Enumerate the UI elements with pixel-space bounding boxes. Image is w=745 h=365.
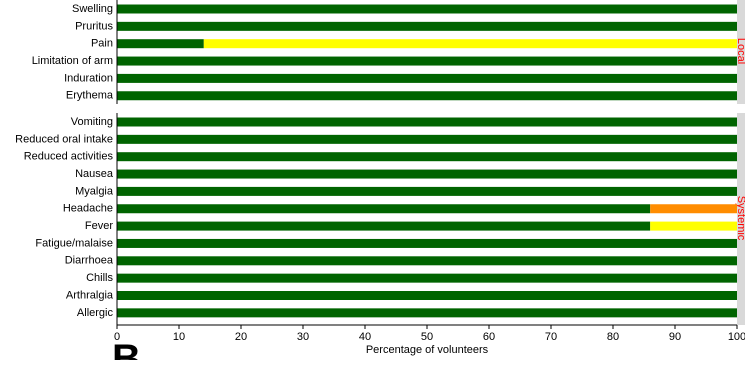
panel-strip-systemic — [737, 113, 745, 325]
category-label-diarrhoea: Diarrhoea — [65, 255, 114, 267]
category-label-headache: Headache — [63, 203, 113, 215]
bar-arthralgia-seg-0 — [117, 291, 737, 300]
x-tick-label-0: 0 — [114, 331, 120, 343]
category-label-allergic: Allergic — [77, 307, 114, 319]
bar-headache-seg-2 — [650, 204, 737, 214]
bar-vomiting-seg-0 — [117, 117, 737, 127]
bar-fatigue-malaise-seg-0 — [117, 238, 737, 248]
bar-limitation-of-arm-seg-0 — [117, 56, 737, 66]
x-tick-label-70: 70 — [545, 331, 557, 343]
category-label-nausea: Nausea — [75, 168, 114, 180]
panel-label-systemic: Systemic — [735, 196, 745, 241]
category-label-arthralgia: Arthralgia — [66, 289, 114, 301]
bar-pruritus-seg-0 — [117, 21, 737, 31]
x-tick-label-40: 40 — [359, 331, 371, 343]
x-tick-label-30: 30 — [297, 331, 309, 343]
bar-headache-seg-0 — [117, 204, 651, 214]
figure-letter: B — [112, 337, 141, 360]
bar-allergic-seg-0 — [117, 308, 737, 318]
category-label-chills: Chills — [86, 272, 113, 284]
x-tick-label-60: 60 — [483, 331, 495, 343]
panel-strip-local — [737, 0, 745, 104]
x-tick-label-100: 100 — [728, 331, 745, 343]
bar-reduced-oral-intake-seg-0 — [117, 134, 737, 144]
category-label-pruritus: Pruritus — [75, 20, 113, 32]
category-label-fatigue-malaise: Fatigue/malaise — [35, 237, 113, 249]
category-label-reduced-activities: Reduced activities — [24, 151, 114, 163]
x-axis: 0 10 20 30 40 50 60 70 80 90 100 Percentage of volu… — [114, 324, 745, 356]
x-tick-label-80: 80 — [607, 331, 619, 343]
category-label-reduced-oral-intake: Reduced oral intake — [15, 133, 113, 145]
category-label-swelling: Swelling — [72, 3, 113, 15]
x-tick-label-50: 50 — [421, 331, 433, 343]
bar-diarrhoea-seg-0 — [117, 256, 737, 266]
panel-local: Local Swelling Pruritus Pain Limitation of a… — [32, 0, 745, 104]
bar-pain-seg-0 — [117, 39, 204, 49]
bar-swelling-seg-0 — [117, 4, 737, 14]
bar-induration-seg-0 — [117, 73, 737, 83]
category-label-limitation-of-arm: Limitation of arm — [32, 55, 113, 67]
bar-fever-seg-1 — [650, 221, 737, 231]
category-label-pain: Pain — [91, 38, 113, 50]
bar-reduced-activities-seg-0 — [117, 152, 737, 162]
bar-fever-seg-0 — [117, 221, 651, 231]
category-label-myalgia: Myalgia — [75, 185, 114, 197]
x-tick-label-10: 10 — [173, 331, 185, 343]
category-label-vomiting: Vomiting — [71, 116, 113, 128]
panel-systemic: Systemic Vomiting Reduced oral intake Reduc… — [15, 113, 745, 325]
category-label-erythema: Erythema — [66, 90, 114, 102]
bar-myalgia-seg-0 — [117, 186, 737, 196]
bar-nausea-seg-0 — [117, 169, 737, 179]
category-label-induration: Induration — [64, 72, 113, 84]
category-label-fever: Fever — [85, 220, 113, 232]
x-tick-label-90: 90 — [669, 331, 681, 343]
x-axis-title: Percentage of volunteers — [366, 344, 489, 356]
bar-chills-seg-0 — [117, 273, 737, 283]
x-tick-label-20: 20 — [235, 331, 247, 343]
panel-label-local: Local — [735, 38, 745, 64]
bar-erythema-seg-0 — [117, 91, 737, 101]
bar-pain-seg-1 — [203, 39, 738, 49]
